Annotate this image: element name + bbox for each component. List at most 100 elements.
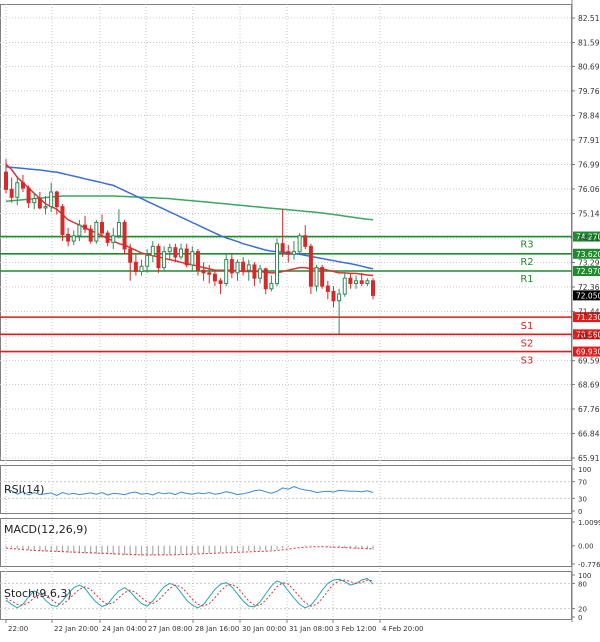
candle-body	[195, 251, 200, 271]
level-name-r3: R3	[520, 240, 533, 251]
candle-body	[167, 247, 172, 253]
candle-body	[331, 290, 336, 302]
y-tick-label: 77.915	[578, 136, 600, 145]
pane-frames	[0, 0, 573, 622]
candles	[4, 158, 375, 334]
stoch-title: Stoch(9,6,3)	[4, 587, 72, 600]
y-tick-label: 69.590	[578, 357, 600, 366]
y-tick-label: 100	[578, 572, 591, 580]
candle-body	[342, 277, 347, 295]
level-name-r1: R1	[520, 274, 533, 285]
y-tick-label: 79.765	[578, 87, 600, 96]
candle-body	[297, 235, 302, 253]
candle-body	[224, 259, 229, 284]
y-tick-label: 30	[578, 495, 587, 503]
candle-body	[83, 224, 88, 230]
x-tick-label: 24 Jan 04:00	[102, 625, 146, 633]
candle-body	[190, 251, 195, 266]
candle-body	[162, 251, 167, 269]
macd-title: MACD(12,26,9)	[4, 523, 88, 536]
candle-body	[111, 235, 116, 243]
y-tick-label: 80	[578, 580, 587, 588]
current-price-label: 72.050	[576, 291, 600, 300]
candle-body	[258, 268, 263, 279]
indicator-titles: RSI(14) MACD(12,26,9) Stoch(9,6,3)	[4, 483, 88, 600]
candle-body	[128, 248, 133, 263]
candle-body	[43, 206, 48, 209]
candle-body	[229, 259, 234, 274]
y-tick-label: 100	[578, 466, 591, 474]
candle-body	[94, 221, 99, 242]
y-tick-label: 70.515	[578, 332, 600, 341]
candle-body	[179, 248, 184, 258]
candle-body	[173, 247, 178, 258]
y-tick-label: 0.00	[578, 543, 594, 551]
candle-body	[212, 273, 217, 282]
x-axis-labels: 22:00 22 Jan 20:00 24 Jan 04:00 27 Jan 08:0…	[5, 619, 423, 633]
y-tick-label: 0	[578, 508, 582, 516]
candle-body	[235, 261, 240, 274]
level-price-label-s3: 69.930	[576, 348, 600, 357]
candle-body	[9, 188, 14, 198]
candle-body	[207, 272, 212, 275]
level-price-tag-s2	[573, 329, 600, 340]
candle-body	[263, 268, 268, 290]
candle-body	[20, 182, 25, 189]
level-name-s1: S1	[521, 321, 534, 332]
grid	[0, 4, 572, 619]
indicators	[0, 481, 572, 610]
candle-body	[320, 267, 325, 287]
level-price-tag-s1	[573, 312, 600, 323]
y-tick-label: 74.215	[578, 234, 600, 243]
candle-body	[150, 245, 155, 257]
level-price-label-r3: 74.270	[576, 233, 600, 242]
y-tick-label: 81.590	[578, 39, 600, 48]
y-tick-label: 72.365	[578, 283, 600, 292]
candle-body	[99, 221, 104, 234]
y-tick-label: 80.690	[578, 62, 600, 71]
pane-frame-rsi	[0, 465, 572, 514]
x-tick-label: 22 Jan 20:00	[54, 625, 98, 633]
candle-body	[145, 255, 150, 267]
candle-body	[308, 245, 313, 287]
x-tick-label: 30 Jan 00:00	[242, 625, 286, 633]
candle-body	[354, 280, 359, 284]
candle-body	[4, 171, 8, 190]
level-price-label-s2: 70.580	[576, 330, 600, 339]
candle-body	[371, 280, 375, 296]
candle-body	[337, 293, 342, 302]
pane-frame-sto	[0, 571, 572, 620]
candle-body	[122, 221, 127, 250]
y-tick-label: 65.915	[578, 454, 600, 463]
x-tick-label: 22:00	[8, 625, 28, 633]
y-tick-label: 20	[578, 606, 587, 614]
y-tick-label: 76.065	[578, 185, 600, 194]
level-price-label-r1: 72.970	[576, 267, 600, 276]
y-tick-label: 71.440	[578, 308, 600, 317]
candle-body	[201, 269, 206, 274]
candle-body	[184, 248, 189, 266]
level-price-label-r2: 73.620	[576, 250, 600, 259]
candle-body	[218, 280, 223, 284]
y-tick-label: 73.290	[578, 259, 600, 268]
rsi-title: RSI(14)	[4, 483, 44, 496]
y-tick-label: 68.690	[578, 380, 600, 389]
candle-body	[116, 221, 121, 237]
candle-body	[105, 232, 110, 243]
y-tick-label: 67.765	[578, 405, 600, 414]
stoch-signal-line	[5, 579, 374, 607]
candle-body	[241, 261, 246, 271]
candle-body	[246, 264, 251, 271]
candle-body	[60, 206, 65, 235]
rsi-line	[5, 486, 374, 497]
y-tick-label: 1.0099	[578, 519, 600, 527]
candle-body	[139, 265, 144, 273]
level-name-r2: R2	[520, 257, 533, 268]
y-tick-label: 0	[578, 614, 582, 622]
level-name-s3: S3	[521, 356, 534, 367]
pane-frame-main	[0, 4, 572, 461]
y-tick-label: 75.140	[578, 209, 600, 218]
candle-body	[365, 280, 370, 284]
current-price-tag	[573, 290, 600, 301]
